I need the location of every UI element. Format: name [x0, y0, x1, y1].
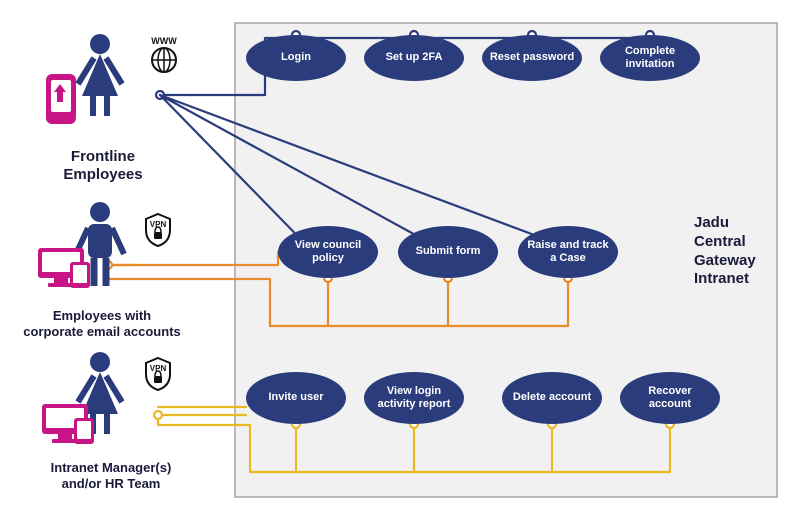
usecase-delete_acct: Delete account	[502, 372, 602, 424]
usecase-reset: Reset password	[482, 35, 582, 81]
actor-label-frontline: Frontline Employees	[38, 148, 168, 184]
svg-text:VPN: VPN	[150, 364, 167, 373]
svg-text:WWW: WWW	[151, 36, 177, 46]
actor-label-manager: Intranet Manager(s) and/or HR Team	[36, 460, 186, 491]
svg-text:VPN: VPN	[150, 220, 167, 229]
usecase-2fa: Set up 2FA	[364, 35, 464, 81]
usecase-invite_complete: Complete invitation	[600, 35, 700, 81]
usecase-login: Login	[246, 35, 346, 81]
system-title: Jadu Central Gateway Intranet	[694, 214, 784, 289]
actor-label-corporate: Employees with corporate email accounts	[22, 308, 182, 339]
usecase-recover_acct: Recover account	[620, 372, 720, 424]
usecase-policy: View council policy	[278, 226, 378, 278]
usecase-activity: View login activity report	[364, 372, 464, 424]
usecase-submit: Submit form	[398, 226, 498, 278]
usecase-raise: Raise and track a Case	[518, 226, 618, 278]
usecase-invite_user: Invite user	[246, 372, 346, 424]
